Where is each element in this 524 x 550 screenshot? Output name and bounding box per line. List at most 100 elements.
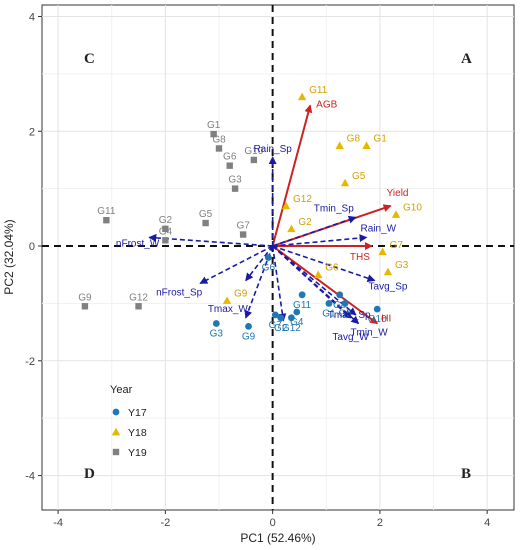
legend-key-y17 (112, 408, 120, 416)
y-tick-label: 0 (29, 241, 35, 253)
legend-label-y18: Y18 (128, 427, 147, 439)
point-label-y18-g5: G5 (352, 171, 366, 182)
point-y19-g7 (239, 231, 247, 238)
point-y18-g12 (281, 201, 291, 210)
point-label-y18-g8: G8 (347, 134, 361, 145)
point-y17-g4 (293, 308, 301, 316)
point-y17-g2 (277, 314, 285, 322)
vector-label-tmax-w: Tmax_W (208, 304, 249, 315)
vector-agb (271, 104, 313, 247)
point-y19-g2 (162, 225, 169, 233)
point-y19-g6 (226, 162, 233, 169)
point-label-y17-g4: G4 (290, 317, 304, 328)
vector-nfrost-w (148, 233, 273, 247)
point-y17-g6 (264, 254, 272, 261)
point-label-y19-g7: G7 (236, 221, 250, 232)
vector-label-tmin-sp: Tmin_Sp (314, 203, 354, 214)
point-label-y18-g7: G7 (390, 240, 404, 251)
x-tick-label: -2 (160, 517, 170, 529)
zero-lines (42, 5, 514, 510)
legend-label-y19: Y19 (128, 447, 147, 459)
legend-key-y18 (111, 427, 121, 436)
point-y18-g6 (314, 270, 323, 279)
vector-label-tmin-w: Tmin_W (350, 327, 388, 338)
vector-label-nfrost-sp: nFrost_Sp (156, 287, 203, 298)
point-label-y19-g11: G11 (97, 206, 116, 217)
quadrant-label-c: C (84, 51, 95, 67)
point-label-y17-g6: G6 (262, 263, 276, 274)
point-y17-g5 (341, 300, 349, 307)
point-label-y17-g5: G5 (338, 308, 352, 319)
vector-tavg-w (272, 245, 352, 319)
point-y18-g11 (297, 92, 307, 101)
point-label-y18-g6: G6 (325, 263, 339, 274)
point-y17-g12 (288, 314, 295, 322)
point-label-y18-g9: G9 (234, 289, 248, 300)
vector-nfrost-sp (199, 245, 274, 285)
point-label-y19-g3: G3 (228, 175, 242, 186)
vector-label-tavg-sp: Tavg_Sp (369, 281, 408, 292)
x-tick-label: 4 (484, 517, 490, 529)
point-label-y19-g1: G1 (207, 120, 221, 131)
point-label-y17-g8: G8 (333, 300, 347, 311)
point-y17-g3 (212, 320, 220, 327)
x-axis-title: PC1 (52.46%) (240, 531, 315, 545)
point-y19-g3 (231, 185, 239, 192)
point-y19-g9 (81, 303, 89, 310)
y-tick-label: 2 (29, 126, 35, 138)
point-label-y17-g1: G1 (322, 308, 336, 319)
point-label-y18-g1: G1 (374, 134, 388, 145)
point-label-y19-g6: G6 (223, 152, 237, 163)
point-y17-g7 (271, 311, 279, 319)
x-tick-label: 0 (270, 517, 276, 529)
y-tick-label: -2 (25, 356, 35, 368)
point-label-y18-g12: G12 (293, 194, 312, 205)
point-label-y18-g11: G11 (309, 85, 328, 96)
point-label-y19-g5: G5 (199, 209, 213, 220)
quadrant-label-a: A (461, 51, 472, 67)
plot-panel (41, 4, 515, 511)
vector-tmin-sp (272, 215, 357, 247)
point-y17-g11 (298, 291, 306, 299)
point-y18-g8 (335, 141, 344, 149)
vector-label-rain-w: Rain_W (361, 223, 397, 234)
point-y17-g10 (373, 305, 381, 313)
legend-key-y19 (112, 448, 120, 456)
point-y18-g1 (362, 141, 371, 149)
legend-label-y17: Y17 (128, 407, 147, 419)
point-label-y17-g2: G2 (274, 323, 288, 334)
point-y19-g4 (162, 237, 169, 244)
vector-hi (272, 245, 379, 325)
point-y18-g9 (222, 296, 232, 304)
x-tick-label: 2 (377, 517, 383, 529)
vector-label-yield: Yield (387, 188, 409, 199)
point-y17-g9 (245, 322, 252, 330)
vector-label-hi: HI (381, 313, 391, 324)
point-label-y19-g10: G10 (244, 146, 263, 157)
y-tick-label: 4 (29, 11, 35, 23)
point-label-y19-g2: G2 (159, 215, 173, 226)
point-label-y17-g10: G10 (368, 314, 387, 325)
point-label-y17-g7: G7 (269, 320, 283, 331)
vector-label-tmax-sp: Tmax_Sp (328, 310, 371, 321)
vector-v-unlabeled-2 (245, 245, 274, 282)
vector-label-agb: AGB (316, 99, 337, 110)
x-tick-label: -4 (53, 517, 63, 529)
point-labels: G1 G2 G3 G4 G5 G6 G7 G8 G9 G10 G11 G12 G1 G2 G3 G5 G6 G7 G… (78, 85, 422, 343)
point-label-y19-g9: G9 (78, 292, 92, 303)
point-label-y18-g10: G10 (403, 202, 422, 213)
point-y19-g8 (215, 145, 223, 152)
point-y19-g11 (103, 216, 110, 224)
data-points (81, 92, 401, 330)
vector-labels: AGB Yield THS HI Rain_Sp Tmin_Sp Rain_W Tavg_Sp… (116, 99, 409, 342)
point-label-y18-g3: G3 (395, 260, 409, 271)
grid-major (42, 5, 514, 510)
point-y18-g7 (378, 247, 387, 256)
vector-label-tavg-w: Tavg_W (332, 332, 369, 343)
vector-label-nfrost-w: nFrost_W (116, 238, 160, 249)
point-y19-g10 (250, 156, 258, 164)
legend-title: Year (110, 384, 133, 396)
vector-label-rain-sp: Rain_Sp (253, 144, 292, 155)
vector-tavg-sp (272, 245, 376, 283)
